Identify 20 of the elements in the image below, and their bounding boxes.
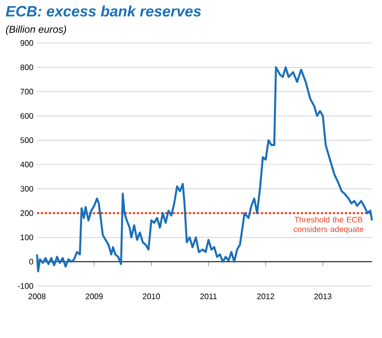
- x-tick-label: 2008: [28, 294, 46, 300]
- y-tick-label: -100: [18, 283, 34, 289]
- y-tick-label: 300: [20, 186, 34, 192]
- x-tick-label: 2010: [142, 294, 160, 300]
- x-tick-label: 2013: [314, 294, 332, 300]
- x-tick-label: 2009: [86, 294, 103, 300]
- y-tick-label: 900: [20, 40, 34, 46]
- ref-line-label: Threshold the ECB considers adequate: [294, 216, 364, 234]
- y-tick-label: 700: [20, 88, 34, 94]
- y-tick-label: 600: [20, 113, 34, 119]
- y-tick-label: 200: [20, 210, 34, 216]
- y-tick-label: 100: [20, 234, 34, 240]
- y-tick-label: 800: [20, 64, 34, 70]
- y-tick-label: 0: [29, 258, 34, 265]
- y-tick-label: 400: [20, 162, 34, 168]
- x-tick-label: 2011: [200, 294, 217, 300]
- chart-title: ECB: excess bank reserves: [6, 6, 201, 17]
- chart-subtitle: (Billion euros): [6, 26, 66, 35]
- y-tick-label: 500: [20, 137, 34, 144]
- x-tick-label: 2012: [257, 294, 274, 300]
